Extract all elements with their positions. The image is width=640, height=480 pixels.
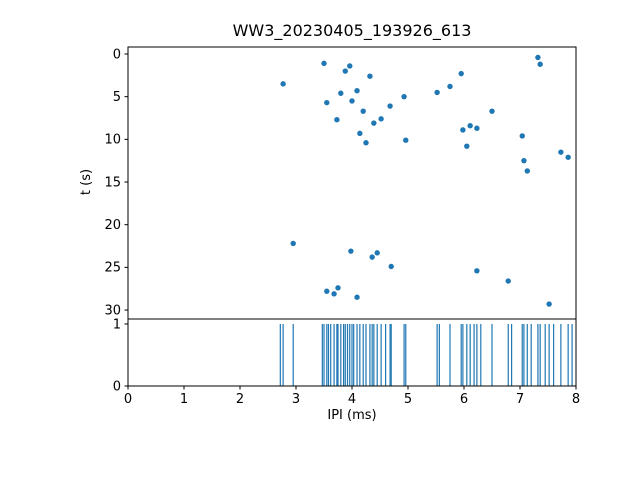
y-tick-label: 15 bbox=[104, 175, 121, 190]
scatter-point bbox=[348, 248, 354, 254]
x-tick-label: 6 bbox=[460, 392, 468, 407]
scatter-point bbox=[519, 133, 525, 139]
x-tick-label: 1 bbox=[180, 392, 188, 407]
y-tick-label: 0 bbox=[113, 47, 121, 62]
scatter-point bbox=[363, 140, 369, 146]
y-tick-label: 5 bbox=[113, 90, 121, 105]
scatter-point bbox=[474, 268, 480, 274]
scatter-point bbox=[467, 122, 473, 129]
scatter-point bbox=[354, 87, 360, 94]
y-tick-label: 0 bbox=[113, 379, 121, 394]
x-tick-label: 7 bbox=[516, 392, 524, 407]
scatter-point bbox=[335, 285, 341, 291]
scatter-point bbox=[546, 301, 552, 307]
scatter-point bbox=[474, 125, 480, 131]
scatter-point bbox=[369, 254, 375, 260]
scatter-point bbox=[349, 98, 355, 104]
scatter-point bbox=[460, 127, 466, 133]
scatter-point bbox=[464, 143, 470, 149]
scatter-point bbox=[521, 157, 527, 164]
x-tick-label: 3 bbox=[292, 392, 300, 407]
y-tick-label: 20 bbox=[104, 218, 121, 233]
scatter-point bbox=[489, 108, 495, 114]
scatter-point bbox=[367, 73, 373, 79]
scatter-point bbox=[524, 168, 530, 174]
scatter-point bbox=[537, 61, 543, 67]
x-axis-label: IPI (ms) bbox=[327, 408, 377, 423]
scatter-point bbox=[290, 240, 296, 247]
scatter-point bbox=[280, 81, 286, 87]
x-tick-label: 8 bbox=[572, 392, 580, 407]
scatter-point bbox=[387, 103, 393, 109]
scatter-point bbox=[535, 54, 541, 61]
scatter-point bbox=[342, 68, 348, 74]
scatter-point bbox=[434, 89, 440, 96]
y-tick-label: 10 bbox=[104, 133, 121, 148]
scatter-point bbox=[324, 99, 330, 106]
x-tick-label: 4 bbox=[348, 392, 356, 407]
scatter-point bbox=[447, 83, 453, 90]
scatter-point bbox=[388, 263, 394, 270]
y-tick-label: 30 bbox=[104, 303, 121, 318]
scatter-point bbox=[338, 90, 344, 96]
scatter-point bbox=[374, 250, 380, 256]
scatter-point bbox=[324, 288, 330, 294]
y-tick-label: 25 bbox=[104, 261, 121, 276]
scatter-point bbox=[321, 60, 327, 67]
scatter-point bbox=[401, 93, 407, 100]
scatter-point bbox=[334, 117, 340, 123]
scatter-point bbox=[331, 291, 337, 297]
top-axes-frame bbox=[127, 46, 577, 320]
scatter-point bbox=[458, 70, 464, 77]
scatter-point bbox=[347, 63, 353, 69]
x-tick-label: 2 bbox=[236, 392, 244, 407]
scatter-point bbox=[565, 154, 571, 160]
scatter-point bbox=[360, 108, 366, 114]
scatter-point bbox=[357, 130, 363, 137]
scatter-point bbox=[354, 294, 360, 300]
scatter-point bbox=[371, 120, 377, 126]
scatter-point bbox=[378, 116, 384, 122]
chart-title: WW3_20230405_193926_613 bbox=[232, 21, 472, 40]
x-tick-label: 0 bbox=[124, 392, 132, 407]
y-tick-label: 1 bbox=[113, 317, 121, 332]
scatter-point bbox=[558, 149, 564, 155]
x-tick-label: 5 bbox=[404, 392, 412, 407]
scatter-point bbox=[505, 278, 511, 284]
scatter-point bbox=[403, 137, 409, 143]
